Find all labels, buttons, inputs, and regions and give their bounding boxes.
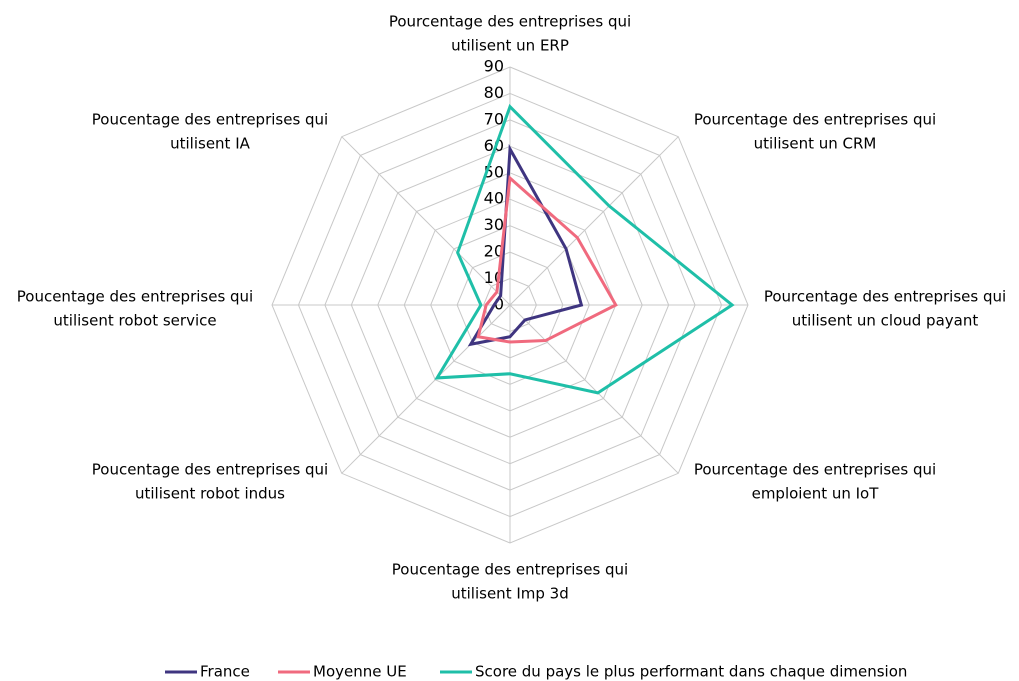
series-line [476,175,618,344]
axis-label: emploient un IoT [752,485,880,503]
r-tick-label: 30 [484,215,504,234]
r-tick-label: 20 [484,242,504,261]
axis-label: Poucentage des entreprises qui [92,461,328,479]
axis-label: utilisent un ERP [451,37,569,55]
axis-label: utilisent robot indus [135,485,285,503]
r-tick-label: 70 [484,109,504,128]
axis-label: Poucentage des entreprises qui [17,288,253,306]
axis-label: Pourcentage des entreprises qui [694,111,936,129]
r-tick-label: 90 [484,57,504,76]
axis-label: Pourcentage des entreprises qui [389,13,631,31]
axis-label: utilisent un CRM [754,135,877,153]
r-tick-label: 40 [484,189,504,208]
spoke [509,304,679,474]
axis-label: Pourcentage des entreprises qui [694,461,936,479]
axis-label: Poucentage des entreprises qui [92,111,328,129]
axis-label: Pourcentage des entreprises qui [764,288,1006,306]
legend-label: France [200,663,250,681]
legend-label: Moyenne UE [313,663,407,681]
series-line [467,143,584,347]
legend-label: Score du pays le plus performant dans ch… [475,663,907,681]
axis-label: utilisent robot service [53,312,216,330]
axis-label: utilisent Imp 3d [451,585,568,603]
r-tick-label: 80 [484,83,504,102]
series-line [434,103,735,395]
r-tick-label: 0 [494,295,504,314]
axis-label: utilisent IA [170,135,251,153]
spoke [341,304,511,474]
axis-label: Poucentage des entreprises qui [392,561,628,579]
axis-label: utilisent un cloud payant [792,312,979,330]
spoke [341,136,511,306]
spoke [509,136,679,306]
